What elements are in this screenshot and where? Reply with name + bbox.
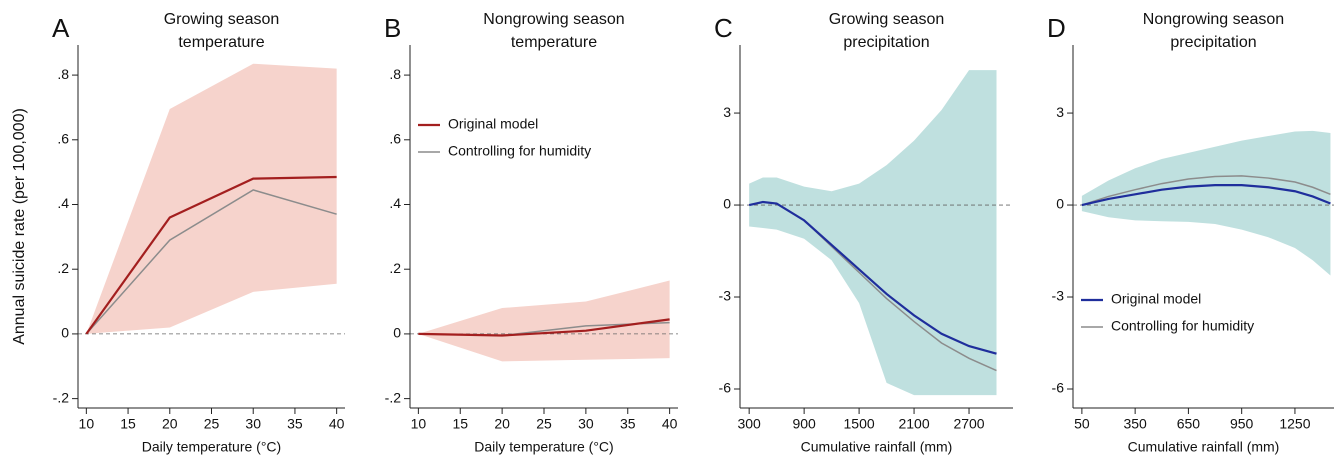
x-tick-label: 30	[578, 416, 594, 432]
panel-title: temperature	[178, 34, 264, 51]
legend-label: Original model	[1111, 291, 1201, 307]
x-tick-label: 650	[1177, 416, 1201, 432]
x-tick-label: 35	[287, 416, 303, 432]
panel-title: Nongrowing season	[1143, 11, 1284, 28]
series-line	[85, 175, 337, 335]
confidence-band	[418, 280, 670, 362]
y-axis-label: Annual suicide rate (per 100,000)	[11, 108, 28, 345]
x-tick-label: 300	[737, 416, 761, 432]
x-tick-label: 350	[1123, 416, 1147, 432]
panel-title: Nongrowing season	[483, 11, 624, 28]
y-tick-label: -3	[1052, 288, 1065, 304]
x-axis-label: Daily temperature (°C)	[474, 439, 613, 455]
y-tick-label: .4	[57, 195, 69, 211]
x-tick-label: 950	[1230, 416, 1254, 432]
y-tick-label: 0	[61, 325, 69, 341]
x-tick-label: 20	[162, 416, 178, 432]
x-tick-label: 1250	[1279, 416, 1310, 432]
x-tick-label: 20	[494, 416, 510, 432]
panel-title: temperature	[511, 34, 597, 51]
y-tick-label: .4	[389, 195, 401, 211]
x-tick-label: 10	[411, 416, 427, 432]
x-tick-label: 15	[120, 416, 136, 432]
x-tick-label: 2700	[953, 416, 984, 432]
y-tick-label: -6	[719, 380, 732, 396]
legend-label: Controlling for humidity	[448, 143, 591, 159]
x-tick-label: 25	[536, 416, 552, 432]
series-line	[418, 318, 670, 337]
y-tick-label: .8	[57, 66, 69, 82]
y-tick-label: -.2	[53, 389, 70, 405]
y-tick-label: .8	[389, 66, 401, 82]
x-tick-label: 25	[204, 416, 220, 432]
x-tick-label: 50	[1074, 416, 1090, 432]
confidence-band	[1081, 130, 1331, 276]
x-tick-label: 15	[452, 416, 468, 432]
y-tick-label: -.2	[385, 389, 402, 405]
legend-label: Original model	[448, 116, 538, 132]
y-tick-label: 0	[1056, 196, 1064, 212]
y-tick-label: .2	[57, 260, 69, 276]
x-tick-label: 10	[79, 416, 95, 432]
x-axis-label: Cumulative rainfall (mm)	[801, 439, 953, 455]
y-tick-label: .2	[389, 260, 401, 276]
y-tick-label: 0	[723, 196, 731, 212]
panel-letter: C	[714, 13, 733, 43]
x-tick-label: 35	[620, 416, 636, 432]
x-tick-label: 40	[329, 416, 345, 432]
x-tick-label: 40	[662, 416, 678, 432]
panel-title: precipitation	[1170, 34, 1256, 51]
x-axis-label: Daily temperature (°C)	[142, 439, 281, 455]
panel-title: precipitation	[843, 34, 929, 51]
y-tick-label: -6	[1052, 380, 1065, 396]
series-line	[1081, 184, 1331, 207]
y-tick-label: .6	[389, 130, 401, 146]
series-line	[85, 189, 337, 335]
y-tick-label: .6	[57, 130, 69, 146]
y-tick-label: 3	[723, 104, 731, 120]
panel-letter: D	[1047, 13, 1066, 43]
panel-title: Growing season	[164, 11, 280, 28]
panel-letter: A	[52, 13, 70, 43]
legend-label: Controlling for humidity	[1111, 318, 1254, 334]
y-tick-label: 3	[1056, 104, 1064, 120]
y-tick-label: -3	[719, 288, 732, 304]
x-tick-label: 30	[245, 416, 261, 432]
panel-title: Growing season	[829, 11, 945, 28]
series-line	[748, 200, 997, 355]
confidence-band	[749, 70, 997, 396]
x-axis-label: Cumulative rainfall (mm)	[1128, 439, 1280, 455]
x-tick-label: 900	[792, 416, 816, 432]
x-tick-label: 2100	[898, 416, 929, 432]
y-tick-label: 0	[393, 325, 401, 341]
panel-letter: B	[384, 13, 401, 43]
x-tick-label: 1500	[844, 416, 875, 432]
series-line	[1081, 175, 1331, 206]
